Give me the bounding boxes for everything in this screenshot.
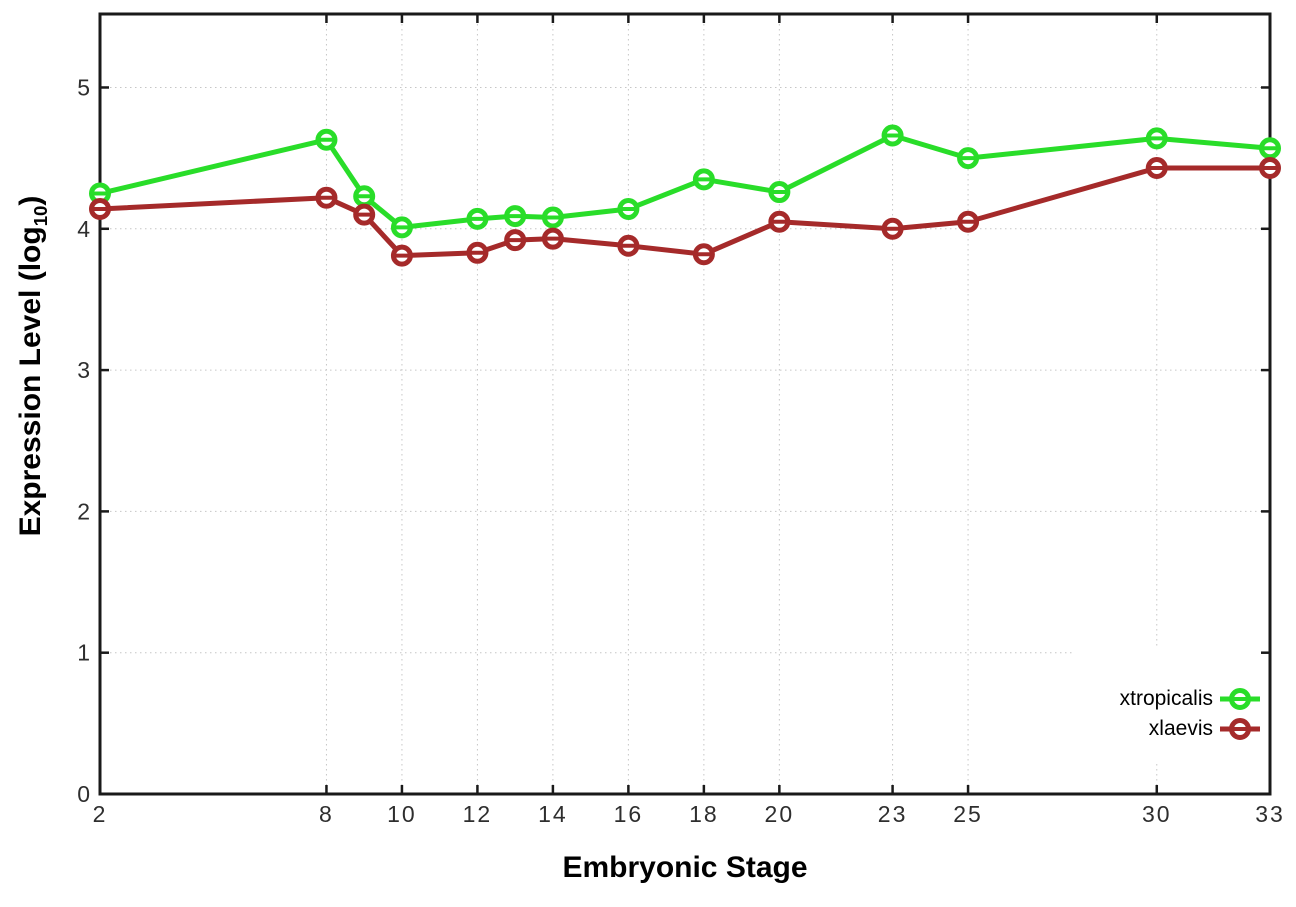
x-tick-label: 14 [538, 801, 568, 827]
legend-entry-xlaevis: xlaevis [1149, 716, 1260, 742]
y-tick-label: 1 [77, 640, 90, 666]
x-tick-label: 30 [1142, 801, 1172, 827]
x-tick-label: 18 [689, 801, 719, 827]
plot-area-border [98, 12, 1272, 796]
x-tick-label: 10 [387, 801, 417, 827]
x-tick-label: 20 [765, 801, 795, 827]
x-tick-label: 23 [878, 801, 908, 827]
y-tick-label: 4 [77, 216, 90, 242]
legend-marker-icon [1220, 718, 1260, 740]
y-axis-label-subscript: 10 [30, 205, 51, 227]
y-tick-label: 0 [77, 781, 90, 807]
legend: xtropicalis xlaevis [1120, 686, 1260, 742]
x-tick-label: 8 [319, 801, 334, 827]
y-axis-label: Expression Level (log10) [14, 196, 52, 537]
x-tick-label: 16 [614, 801, 644, 827]
series-line-xtropicalis [99, 133, 1271, 230]
legend-label: xtropicalis [1119, 687, 1213, 710]
y-tick-label: 3 [77, 357, 90, 383]
y-axis-label-text: Expression Level (log [14, 226, 47, 537]
y-axis-label-suffix: ) [14, 195, 47, 206]
legend-marker-icon [1220, 688, 1260, 710]
y-tick-label: 5 [77, 74, 90, 100]
x-axis-label: Embryonic Stage [562, 851, 808, 884]
x-tick-label: 12 [463, 801, 493, 827]
legend-label: xlaevis [1148, 717, 1213, 740]
x-tick-label: 2 [93, 801, 108, 827]
x-tick-label: 25 [953, 801, 983, 827]
y-tick-label: 2 [77, 498, 90, 524]
series-line-xlaevis [99, 165, 1270, 259]
x-tick-label: 33 [1255, 801, 1285, 827]
legend-entry-xtropicalis: xtropicalis [1120, 686, 1260, 712]
